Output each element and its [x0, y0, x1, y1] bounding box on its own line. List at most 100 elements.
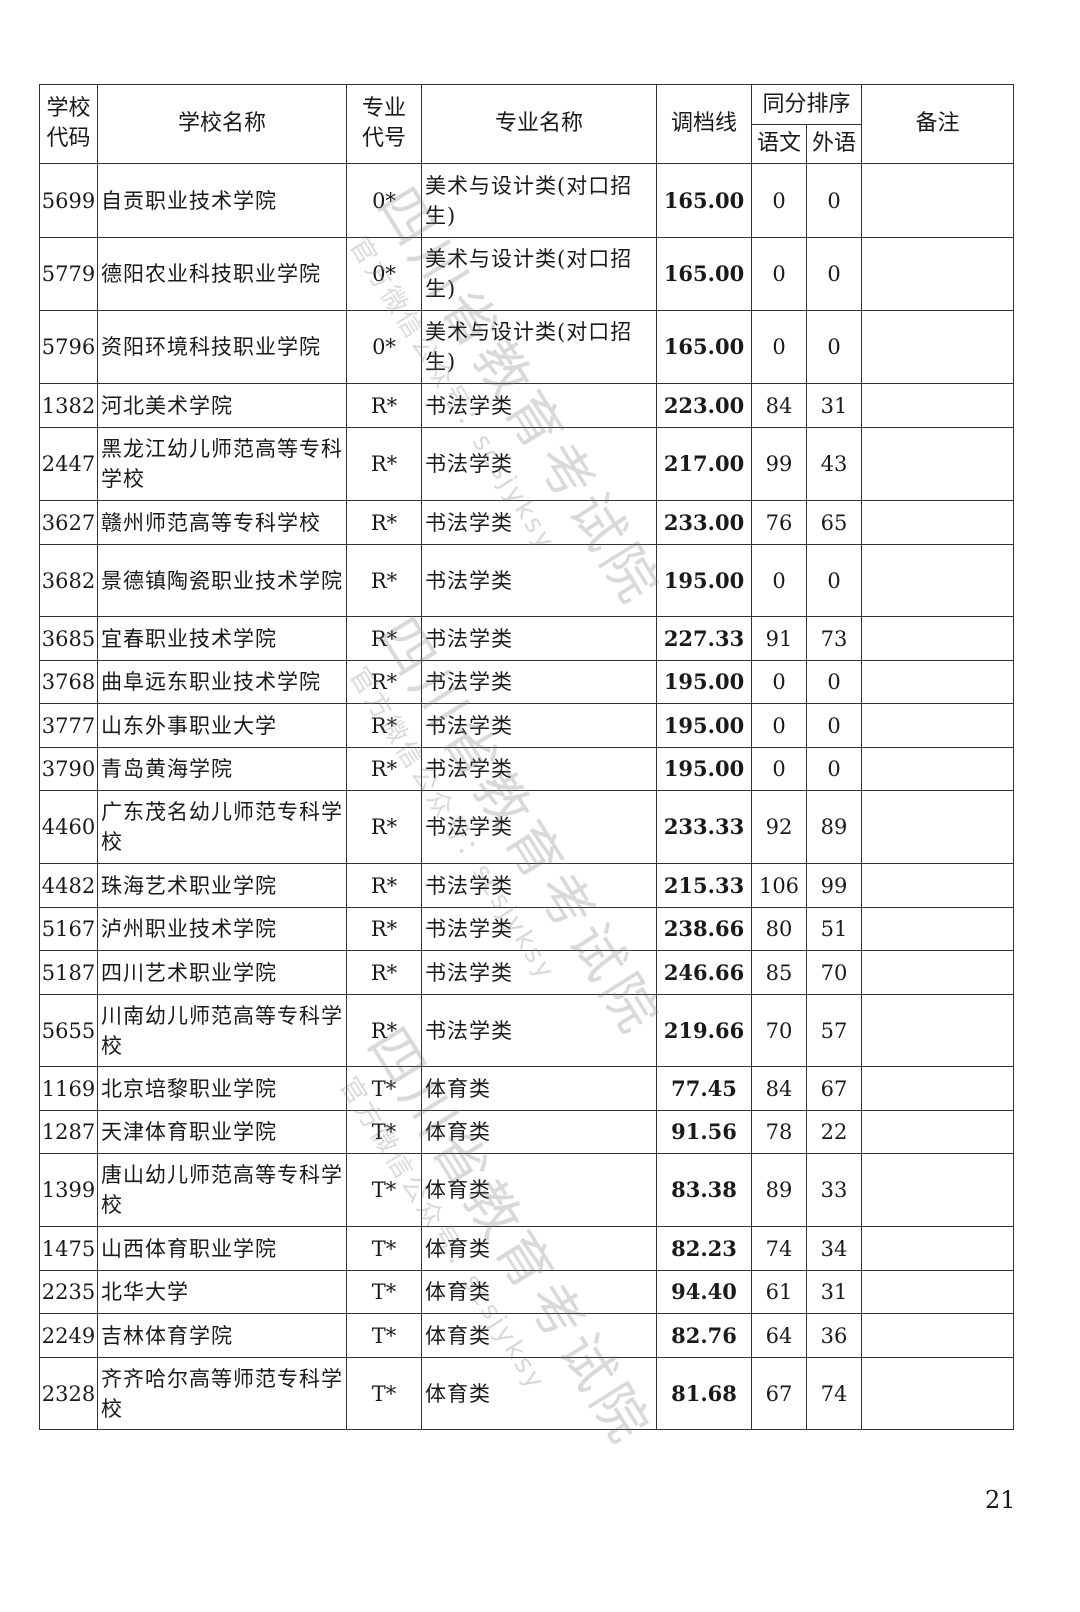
- cell-chinese: 64: [751, 1313, 807, 1358]
- cell-code: 3682: [39, 544, 98, 617]
- cell-line: 165.00: [656, 310, 752, 384]
- cell-school: 黑龙江幼儿师范高等专科学校: [97, 427, 347, 501]
- cell-line: 195.00: [656, 703, 752, 748]
- cell-remark: [861, 310, 1015, 384]
- cell-remark: [861, 500, 1015, 545]
- header-school-code: 学校代码: [39, 84, 98, 164]
- cell-major: 书法学类: [421, 616, 657, 661]
- cell-line: 227.33: [656, 616, 752, 661]
- cell-school: 北华大学: [97, 1270, 347, 1314]
- cell-code: 1399: [39, 1153, 98, 1227]
- cell-code: 2235: [39, 1270, 98, 1314]
- cell-code: 5699: [39, 163, 98, 238]
- header-school-name: 学校名称: [97, 84, 347, 164]
- cell-school: 唐山幼儿师范高等专科学校: [97, 1153, 347, 1227]
- cell-remark: [861, 790, 1015, 864]
- cell-major: 书法学类: [421, 500, 657, 545]
- cell-chinese: 0: [751, 747, 807, 791]
- cell-line: 195.00: [656, 660, 752, 704]
- cell-remark: [861, 660, 1015, 704]
- cell-foreign: 0: [805, 163, 863, 238]
- cell-foreign: 73: [805, 616, 863, 661]
- page-number: 21: [985, 1486, 1016, 1514]
- header-tie-order: 同分排序: [750, 84, 863, 125]
- cell-chinese: 0: [751, 660, 807, 704]
- cell-school: 资阳环境科技职业学院: [97, 310, 347, 384]
- table-row: 4482 珠海艺术职业学院 R* 书法学类 215.33 106 99: [39, 863, 1015, 908]
- cell-school: 自贡职业技术学院: [97, 163, 347, 238]
- cell-major: 体育类: [421, 1357, 657, 1430]
- cell-line: 215.33: [656, 863, 752, 908]
- cell-remark: [861, 427, 1015, 501]
- cell-chinese: 92: [751, 790, 807, 864]
- cell-chinese: 61: [751, 1270, 807, 1314]
- cell-foreign: 89: [805, 790, 863, 864]
- cell-line: 223.00: [656, 383, 752, 428]
- table-row: 1399 唐山幼儿师范高等专科学校 T* 体育类 83.38 89 33: [39, 1153, 1015, 1227]
- cell-school: 宜春职业技术学院: [97, 616, 347, 661]
- table-row: 5167 泸州职业技术学院 R* 书法学类 238.66 80 51: [39, 907, 1015, 951]
- cell-major-code: R*: [346, 500, 422, 545]
- cell-chinese: 84: [751, 383, 807, 428]
- cell-major: 书法学类: [421, 427, 657, 501]
- cell-major-code: R*: [346, 616, 422, 661]
- cell-major: 书法学类: [421, 747, 657, 791]
- cell-foreign: 99: [805, 863, 863, 908]
- cell-school: 齐齐哈尔高等师范专科学校: [97, 1357, 347, 1430]
- cell-major-code: 0*: [346, 163, 422, 238]
- table-row: 5655 川南幼儿师范高等专科学校 R* 书法学类 219.66 70 57: [39, 994, 1015, 1067]
- cell-foreign: 70: [805, 950, 863, 995]
- cell-school: 泸州职业技术学院: [97, 907, 347, 951]
- cell-code: 2249: [39, 1313, 98, 1358]
- cell-code: 4482: [39, 863, 98, 908]
- table-row: 5187 四川艺术职业学院 R* 书法学类 246.66 85 70: [39, 950, 1015, 995]
- table-row: 5796 资阳环境科技职业学院 0* 美术与设计类(对口招生) 165.00 0 0: [39, 310, 1015, 384]
- cell-major: 书法学类: [421, 660, 657, 704]
- cell-major-code: T*: [346, 1066, 422, 1111]
- cell-school: 天津体育职业学院: [97, 1110, 347, 1154]
- cell-chinese: 76: [751, 500, 807, 545]
- cell-major: 体育类: [421, 1066, 657, 1111]
- cell-major: 书法学类: [421, 790, 657, 864]
- cell-remark: [861, 994, 1015, 1067]
- header-foreign: 外语: [805, 124, 863, 164]
- header-major-code: 专业代号: [346, 84, 422, 164]
- cell-major: 体育类: [421, 1313, 657, 1358]
- cell-major-code: R*: [346, 660, 422, 704]
- cell-major-code: R*: [346, 383, 422, 428]
- table-row: 5699 自贡职业技术学院 0* 美术与设计类(对口招生) 165.00 0 0: [39, 163, 1015, 238]
- cell-school: 广东茂名幼儿师范专科学校: [97, 790, 347, 864]
- cell-major: 体育类: [421, 1110, 657, 1154]
- cell-line: 195.00: [656, 747, 752, 791]
- cell-remark: [861, 950, 1015, 995]
- admission-table: 学校代码 学校名称 专业代号 专业名称 调档线 同分排序 备注 语文 外语 56…: [39, 84, 1015, 1430]
- cell-foreign: 36: [805, 1313, 863, 1358]
- cell-chinese: 85: [751, 950, 807, 995]
- cell-remark: [861, 1313, 1015, 1358]
- cell-chinese: 0: [751, 163, 807, 238]
- cell-major: 体育类: [421, 1270, 657, 1314]
- cell-major: 书法学类: [421, 863, 657, 908]
- table-row: 1287 天津体育职业学院 T* 体育类 91.56 78 22: [39, 1110, 1015, 1154]
- cell-code: 3627: [39, 500, 98, 545]
- cell-major: 书法学类: [421, 703, 657, 748]
- cell-code: 2328: [39, 1357, 98, 1430]
- cell-line: 81.68: [656, 1357, 752, 1430]
- cell-line: 82.23: [656, 1226, 752, 1271]
- cell-code: 5167: [39, 907, 98, 951]
- cell-school: 德阳农业科技职业学院: [97, 237, 347, 311]
- cell-major-code: R*: [346, 950, 422, 995]
- cell-major: 书法学类: [421, 950, 657, 995]
- cell-school: 景德镇陶瓷职业技术学院: [97, 544, 347, 617]
- cell-major-code: R*: [346, 790, 422, 864]
- cell-line: 94.40: [656, 1270, 752, 1314]
- header-chinese: 语文: [751, 124, 807, 164]
- cell-line: 233.33: [656, 790, 752, 864]
- cell-code: 3768: [39, 660, 98, 704]
- cell-major: 书法学类: [421, 383, 657, 428]
- cell-major-code: T*: [346, 1153, 422, 1227]
- cell-chinese: 91: [751, 616, 807, 661]
- cell-chinese: 99: [751, 427, 807, 501]
- cell-major-code: R*: [346, 907, 422, 951]
- cell-line: 83.38: [656, 1153, 752, 1227]
